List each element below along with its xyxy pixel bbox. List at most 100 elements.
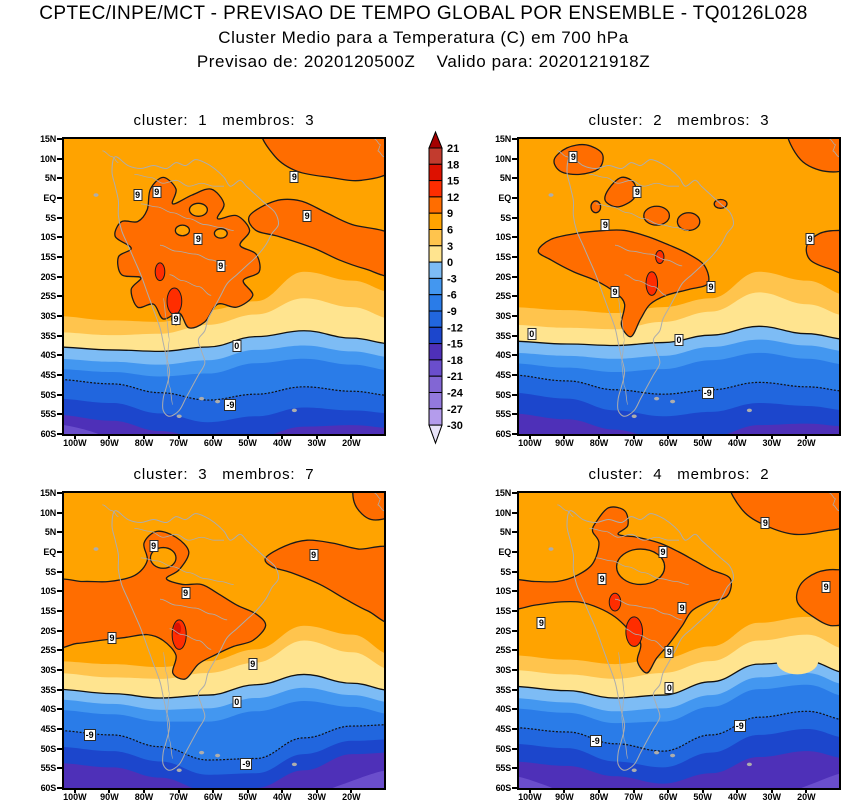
y-axis-tick: [512, 177, 517, 180]
y-axis-tick: [512, 511, 517, 514]
y-axis-tick: [512, 629, 517, 632]
y-axis-label: 45S: [40, 724, 57, 734]
y-axis-label: 15S: [495, 252, 512, 262]
panel-title: cluster: 3 membros: 7: [133, 466, 315, 483]
y-axis-label: 30S: [40, 665, 57, 675]
contour-label: 9: [760, 516, 770, 529]
y-axis-label: 30S: [495, 665, 512, 675]
x-axis-tick: [246, 434, 249, 439]
contour-label: 9: [805, 233, 815, 246]
y-axis-tick: [512, 531, 517, 534]
colorbar-label: 18: [447, 159, 459, 171]
y-axis-label: 10S: [495, 586, 512, 597]
x-axis-label: 70W: [169, 438, 188, 448]
contour-label: -9: [224, 398, 237, 411]
contour-label: 9: [821, 581, 831, 594]
contour-label: 9: [149, 540, 159, 553]
colorbar-label: -6: [447, 290, 457, 302]
y-axis-tick: [512, 315, 517, 317]
y-axis-tick: [512, 433, 517, 435]
x-axis-label: 100W: [518, 438, 542, 448]
y-axis-tick: [512, 138, 517, 140]
y-axis-label: 40S: [495, 704, 512, 715]
y-axis-tick: [57, 354, 62, 357]
x-axis-label: 50W: [693, 438, 712, 448]
coastline: [93, 139, 384, 419]
contour-label: 9: [248, 658, 258, 671]
y-axis-tick: [512, 747, 517, 750]
x-axis-label: 70W: [624, 438, 643, 448]
y-axis-label: 15S: [495, 606, 512, 616]
x-axis-label: 60W: [203, 438, 223, 448]
y-axis-tick: [57, 315, 62, 317]
y-axis-tick: [57, 334, 62, 337]
colorbar-label: 15: [447, 176, 459, 188]
y-axis-label: 45S: [40, 370, 57, 380]
contour-map-plot: [64, 139, 384, 434]
x-axis-tick: [108, 788, 111, 793]
y-axis-label: 40S: [495, 350, 512, 361]
y-axis-label: 35S: [495, 684, 512, 695]
contour-label: 9: [536, 616, 546, 629]
y-axis-label: 55S: [40, 409, 57, 420]
y-axis-tick: [57, 610, 62, 612]
x-axis-tick: [598, 788, 600, 793]
contour-label: 9: [181, 587, 191, 600]
y-axis-label: 10N: [40, 153, 56, 164]
y-axis-label: 10S: [40, 586, 57, 597]
y-axis-label: 45S: [495, 370, 512, 380]
y-axis-label: 20S: [495, 271, 512, 282]
y-axis-label: 15S: [40, 606, 57, 616]
y-axis-tick: [512, 610, 517, 612]
x-axis-tick: [598, 434, 600, 439]
contour-map-plot: [64, 493, 384, 788]
x-axis-label: 100W: [518, 792, 542, 802]
contour-label: -9: [589, 734, 602, 747]
x-axis-label: 80W: [589, 792, 609, 802]
y-axis-tick: [57, 570, 62, 573]
y-axis-label: 50S: [40, 389, 57, 400]
x-axis-tick: [563, 788, 566, 793]
colorbar-label: -27: [447, 404, 463, 416]
y-axis-tick: [57, 295, 62, 298]
x-axis-tick: [667, 788, 670, 793]
x-axis-tick: [528, 788, 531, 793]
contour-label: 9: [171, 312, 181, 325]
x-axis-tick: [632, 788, 635, 793]
y-axis-tick: [57, 767, 62, 770]
y-axis-label: 5N: [44, 527, 56, 538]
coastline: [548, 139, 839, 419]
panel-title: cluster: 4 membros: 2: [588, 466, 770, 483]
x-axis-tick: [212, 434, 215, 439]
y-axis-label: 55S: [495, 763, 512, 774]
y-axis-label: 35S: [40, 330, 57, 341]
contour-label: 9: [610, 286, 620, 299]
y-axis-tick: [512, 767, 517, 770]
y-axis-tick: [512, 216, 517, 219]
x-axis-tick: [701, 434, 704, 439]
colorbar-label: -3: [447, 273, 457, 285]
y-axis-tick: [512, 197, 517, 199]
x-axis-tick: [770, 788, 773, 793]
y-axis-label: 10N: [495, 153, 511, 164]
colorbar-label: 3: [447, 241, 453, 253]
contour-label: 9: [568, 150, 578, 163]
y-axis-label: 50S: [495, 389, 512, 400]
y-axis-tick: [57, 236, 62, 239]
y-axis-label: 10S: [40, 232, 57, 243]
colorbar-arrow-bottom-icon: [428, 424, 443, 445]
x-axis-label: 90W: [100, 438, 119, 448]
y-axis-tick: [512, 688, 517, 691]
y-axis-tick: [512, 590, 517, 593]
x-axis-tick: [667, 434, 670, 439]
y-axis-tick: [512, 708, 517, 711]
colorbar-label: -9: [447, 306, 457, 318]
x-axis-label: 30W: [762, 792, 782, 802]
colorbar-label: -18: [447, 355, 463, 367]
y-axis-label: 5N: [499, 527, 511, 538]
x-axis-label: 50W: [693, 792, 712, 802]
x-axis-label: 40W: [272, 792, 292, 802]
contour-map-plot: [519, 139, 839, 434]
y-axis-label: 5N: [499, 173, 511, 184]
y-axis-tick: [57, 492, 62, 494]
